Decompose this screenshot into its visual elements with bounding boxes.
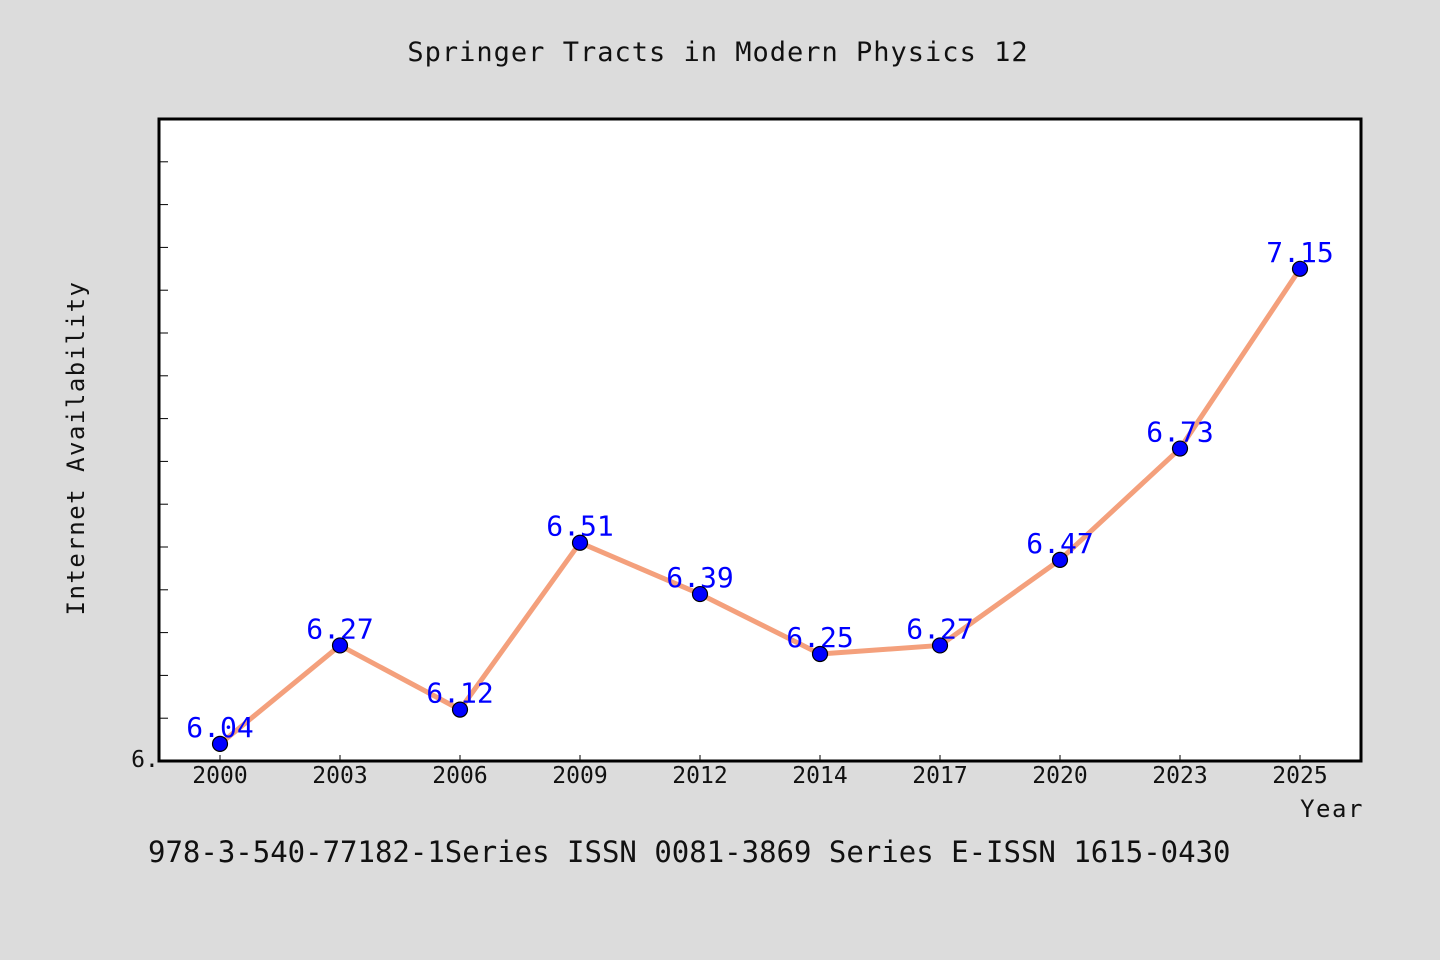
x-tick-label: 2025 [1272, 763, 1327, 789]
y-axis-ticks [159, 161, 168, 719]
data-point [811, 645, 829, 663]
x-tick-label: 2006 [432, 763, 487, 789]
x-tick-label: 2009 [552, 763, 607, 789]
data-point [1171, 440, 1189, 457]
x-tick-label: 2017 [912, 763, 967, 789]
x-tick-label: 2023 [1152, 763, 1207, 789]
chart-title: Springer Tracts in Modern Physics 12 [407, 37, 1028, 68]
x-axis-label: Year [1300, 795, 1364, 823]
footer-note: 978-3-540-77182-1Series ISSN 0081-3869 S… [148, 835, 1231, 869]
x-tick-label: 2012 [672, 763, 727, 789]
data-point [331, 637, 349, 654]
x-tick-label: 2014 [792, 763, 847, 789]
series-line [217, 266, 1303, 747]
data-point [691, 585, 709, 603]
x-tick-label: 2020 [1032, 763, 1087, 789]
data-point [1291, 260, 1309, 277]
x-axis-ticks: 2000 2003 2006 2009 2012 2014 2017 2020 2023 2025 [192, 755, 1328, 789]
data-point [1051, 551, 1069, 568]
data-point [451, 701, 469, 718]
data-point [211, 735, 229, 752]
x-tick-label: 2003 [312, 763, 367, 789]
x-tick-label: 2000 [192, 763, 247, 789]
data-point [571, 534, 589, 551]
data-point [931, 637, 949, 654]
series-layer: 6.046.276.126.516.396.25 6.276.476.737.15 [186, 236, 1334, 752]
y-tick-label: 6. [131, 747, 159, 773]
y-axis-label: Internet Availability [62, 281, 90, 616]
